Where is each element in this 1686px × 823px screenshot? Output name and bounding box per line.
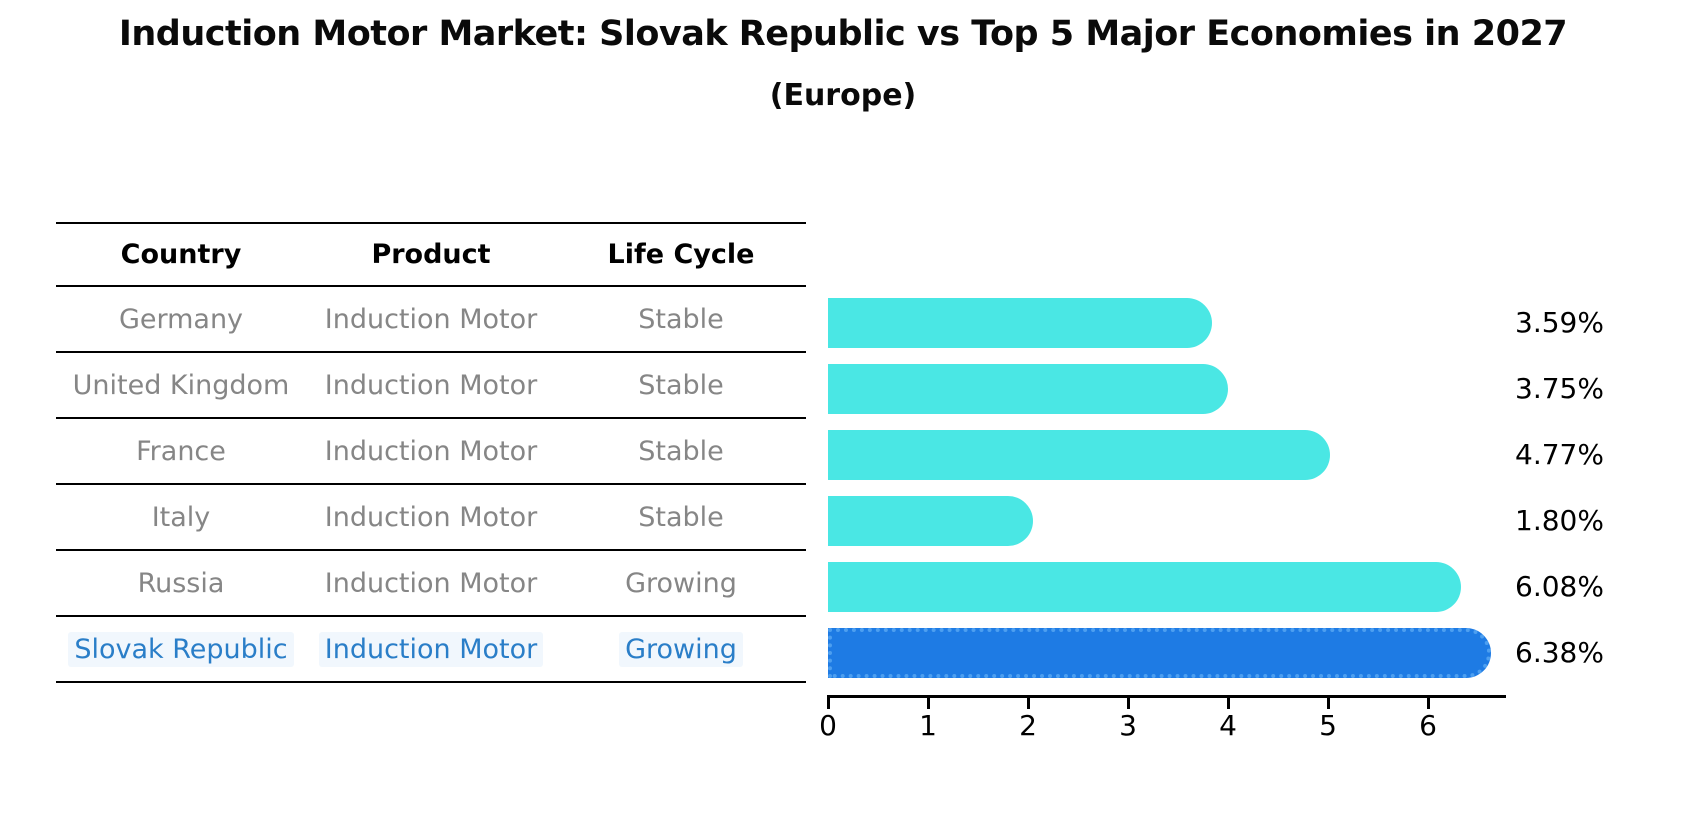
table-cell-product: Induction Motor [306, 353, 556, 417]
bar-italy [828, 496, 1033, 546]
table-cell-life-cycle: Stable [556, 287, 806, 351]
table-cell-text: Induction Motor [324, 435, 538, 467]
x-axis-tick-label: 1 [919, 709, 937, 742]
bar-value-label: 3.75% [1515, 372, 1604, 405]
table-cell-country: France [56, 419, 306, 483]
table-row-russia: Russia Induction Motor Growing [56, 551, 806, 617]
table-cell-text: Induction Motor [324, 567, 538, 599]
table-header-row: Country Product Life Cycle [56, 222, 806, 287]
table-cell-text: Italy [151, 501, 211, 533]
table-header-product: Product [371, 239, 491, 270]
table-cell-product: Induction Motor [306, 419, 556, 483]
table-cell-text: Stable [638, 303, 724, 335]
table-cell-text: United Kingdom [72, 369, 290, 401]
table-cell-text: Germany [118, 303, 244, 335]
table-cell-text: Induction Motor [324, 369, 538, 401]
table-row-slovak-republic: Slovak Republic Induction Motor Growing [56, 617, 806, 683]
table-cell-country: Germany [56, 287, 306, 351]
table-cell-life-cycle: Growing [556, 617, 806, 681]
country-table: Country Product Life Cycle Germany Inductio… [56, 222, 806, 683]
table-cell-country: Italy [56, 485, 306, 549]
table-cell-life-cycle: Stable [556, 485, 806, 549]
x-axis-tick-label: 2 [1019, 709, 1037, 742]
table-cell-product: Induction Motor [306, 485, 556, 549]
table-cell-text: Induction Motor [318, 631, 544, 667]
table-row-italy: Italy Induction Motor Stable [56, 485, 806, 551]
table-cell-text: Stable [638, 369, 724, 401]
table-cell-product: Induction Motor [306, 551, 556, 615]
table-cell-text: France [136, 435, 226, 467]
table-cell-text: Slovak Republic [68, 631, 294, 667]
bar-germany [828, 298, 1212, 348]
bar-united-kingdom [828, 364, 1228, 414]
x-axis-tick [1427, 695, 1430, 709]
x-axis-tick [1227, 695, 1230, 709]
x-axis-tick-label: 4 [1219, 709, 1237, 742]
bar-france [828, 430, 1330, 480]
x-axis-tick-label: 3 [1119, 709, 1137, 742]
table-row-france: France Induction Motor Stable [56, 419, 806, 485]
table-cell-text: Induction Motor [324, 501, 538, 533]
x-axis-tick-label: 0 [819, 709, 837, 742]
table-cell-life-cycle: Stable [556, 353, 806, 417]
table-cell-text: Stable [638, 501, 724, 533]
chart-subtitle: (Europe) [769, 78, 917, 113]
table-cell-text: Growing [619, 631, 743, 667]
table-cell-text: Induction Motor [324, 303, 538, 335]
table-header-life-cycle: Life Cycle [607, 239, 755, 270]
x-axis-tick [1027, 695, 1030, 709]
table-cell-text: Stable [638, 435, 724, 467]
table-row-united-kingdom: United Kingdom Induction Motor Stable [56, 353, 806, 419]
bar-value-label: 3.59% [1515, 306, 1604, 339]
table-row-germany: Germany Induction Motor Stable [56, 287, 806, 353]
x-axis-tick-label: 6 [1419, 709, 1437, 742]
x-axis-tick-label: 5 [1319, 709, 1337, 742]
x-axis-line [828, 695, 1506, 698]
table-cell-life-cycle: Growing [556, 551, 806, 615]
table-cell-product: Induction Motor [306, 617, 556, 681]
x-axis-tick [1127, 695, 1130, 709]
table-header-country: Country [120, 239, 242, 270]
table-cell-country: Slovak Republic [56, 617, 306, 681]
table-cell-country: Russia [56, 551, 306, 615]
table-cell-text: Growing [625, 567, 737, 599]
bar-value-label: 4.77% [1515, 438, 1604, 471]
table-cell-country: United Kingdom [56, 353, 306, 417]
bar-russia [828, 562, 1461, 612]
x-axis-tick [1327, 695, 1330, 709]
x-axis-tick [927, 695, 930, 709]
table-cell-product: Induction Motor [306, 287, 556, 351]
bar-value-label: 6.08% [1515, 570, 1604, 603]
x-axis-tick [827, 695, 830, 709]
chart-title: Induction Motor Market: Slovak Republic … [118, 14, 1568, 54]
bar-slovak-republic [828, 628, 1491, 678]
table-cell-text: Russia [137, 567, 225, 599]
table-body: Germany Induction Motor Stable United Kingd… [56, 287, 806, 683]
bar-value-label: 1.80% [1515, 504, 1604, 537]
table-cell-life-cycle: Stable [556, 419, 806, 483]
bar-value-label: 6.38% [1515, 636, 1604, 669]
